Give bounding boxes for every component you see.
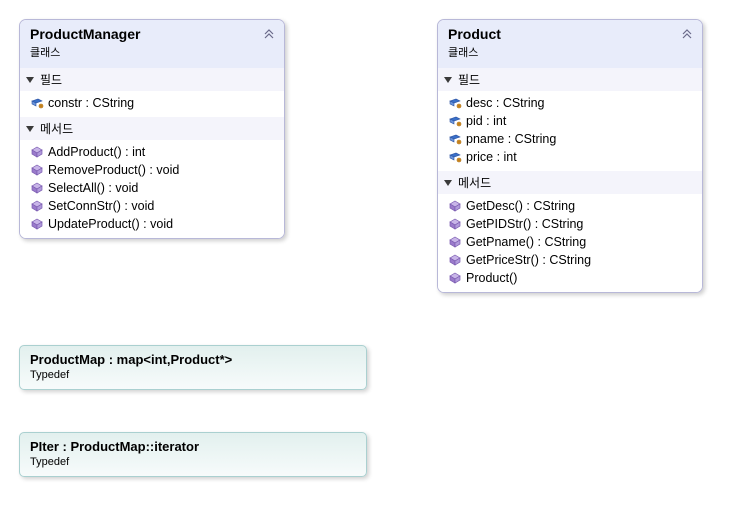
method-icon [30, 199, 44, 213]
member-list: AddProduct() : int RemoveProduct() : voi… [20, 140, 284, 238]
typedef-subtitle: Typedef [30, 369, 356, 381]
typedef-subtitle: Typedef [30, 456, 356, 468]
class-header: ProductManager 클래스 [20, 20, 284, 68]
field-icon [448, 132, 462, 146]
section-header-methods[interactable]: 메서드 [438, 171, 702, 194]
member-row[interactable]: constr : CString [20, 94, 284, 112]
member-row[interactable]: pname : CString [438, 130, 702, 148]
class-subtitle: 클래스 [448, 44, 692, 60]
expand-icon [26, 77, 34, 83]
class-box-productmanager: ProductManager 클래스 필드 constr : CString 메… [19, 19, 285, 239]
class-header: Product 클래스 [438, 20, 702, 68]
section-methods: 메서드 AddProduct() : int RemoveProduct() :… [20, 117, 284, 238]
member-row[interactable]: GetPriceStr() : CString [438, 251, 702, 269]
section-header-fields[interactable]: 필드 [438, 68, 702, 91]
member-row[interactable]: Product() [438, 269, 702, 287]
member-sig: pid : int [466, 114, 506, 128]
member-sig: constr : CString [48, 96, 134, 110]
section-header-methods[interactable]: 메서드 [20, 117, 284, 140]
member-sig: GetPname() : CString [466, 235, 586, 249]
member-list: constr : CString [20, 91, 284, 117]
section-label: 메서드 [458, 174, 491, 191]
member-sig: desc : CString [466, 96, 545, 110]
field-icon [30, 96, 44, 110]
method-icon [448, 217, 462, 231]
member-sig: UpdateProduct() : void [48, 217, 173, 231]
field-icon [448, 150, 462, 164]
member-sig: price : int [466, 150, 517, 164]
member-row[interactable]: pid : int [438, 112, 702, 130]
member-row[interactable]: GetPIDStr() : CString [438, 215, 702, 233]
expand-icon [444, 77, 452, 83]
section-label: 필드 [458, 71, 480, 88]
method-icon [448, 199, 462, 213]
member-sig: SelectAll() : void [48, 181, 138, 195]
field-icon [448, 114, 462, 128]
member-sig: RemoveProduct() : void [48, 163, 179, 177]
member-row[interactable]: GetDesc() : CString [438, 197, 702, 215]
member-row[interactable]: RemoveProduct() : void [20, 161, 284, 179]
section-methods: 메서드 GetDesc() : CString GetPIDStr() : CS… [438, 171, 702, 292]
method-icon [448, 235, 462, 249]
member-sig: GetPriceStr() : CString [466, 253, 591, 267]
section-fields: 필드 desc : CString pid : int pname : CStr… [438, 68, 702, 171]
expand-icon [444, 180, 452, 186]
section-label: 메서드 [40, 120, 73, 137]
member-sig: SetConnStr() : void [48, 199, 154, 213]
field-icon [448, 96, 462, 110]
member-sig: GetPIDStr() : CString [466, 217, 583, 231]
class-subtitle: 클래스 [30, 44, 274, 60]
collapse-icon[interactable] [680, 26, 694, 42]
member-row[interactable]: SelectAll() : void [20, 179, 284, 197]
member-row[interactable]: GetPname() : CString [438, 233, 702, 251]
method-icon [30, 181, 44, 195]
member-row[interactable]: price : int [438, 148, 702, 166]
method-icon [30, 217, 44, 231]
method-icon [448, 253, 462, 267]
section-label: 필드 [40, 71, 62, 88]
member-sig: Product() [466, 271, 517, 285]
method-icon [30, 145, 44, 159]
method-icon [30, 163, 44, 177]
method-icon [448, 271, 462, 285]
member-row[interactable]: AddProduct() : int [20, 143, 284, 161]
member-list: GetDesc() : CString GetPIDStr() : CStrin… [438, 194, 702, 292]
member-row[interactable]: desc : CString [438, 94, 702, 112]
collapse-icon[interactable] [262, 26, 276, 42]
section-fields: 필드 constr : CString [20, 68, 284, 117]
class-title: ProductManager [30, 26, 274, 42]
member-sig: AddProduct() : int [48, 145, 145, 159]
expand-icon [26, 126, 34, 132]
typedef-box-piter: PIter : ProductMap::iterator Typedef [19, 432, 367, 477]
member-sig: pname : CString [466, 132, 556, 146]
typedef-title: ProductMap : map<int,Product*> [30, 352, 356, 367]
member-sig: GetDesc() : CString [466, 199, 575, 213]
class-box-product: Product 클래스 필드 desc : CString pid : int … [437, 19, 703, 293]
section-header-fields[interactable]: 필드 [20, 68, 284, 91]
class-title: Product [448, 26, 692, 42]
typedef-title: PIter : ProductMap::iterator [30, 439, 356, 454]
member-row[interactable]: SetConnStr() : void [20, 197, 284, 215]
member-row[interactable]: UpdateProduct() : void [20, 215, 284, 233]
member-list: desc : CString pid : int pname : CString… [438, 91, 702, 171]
typedef-box-productmap: ProductMap : map<int,Product*> Typedef [19, 345, 367, 390]
